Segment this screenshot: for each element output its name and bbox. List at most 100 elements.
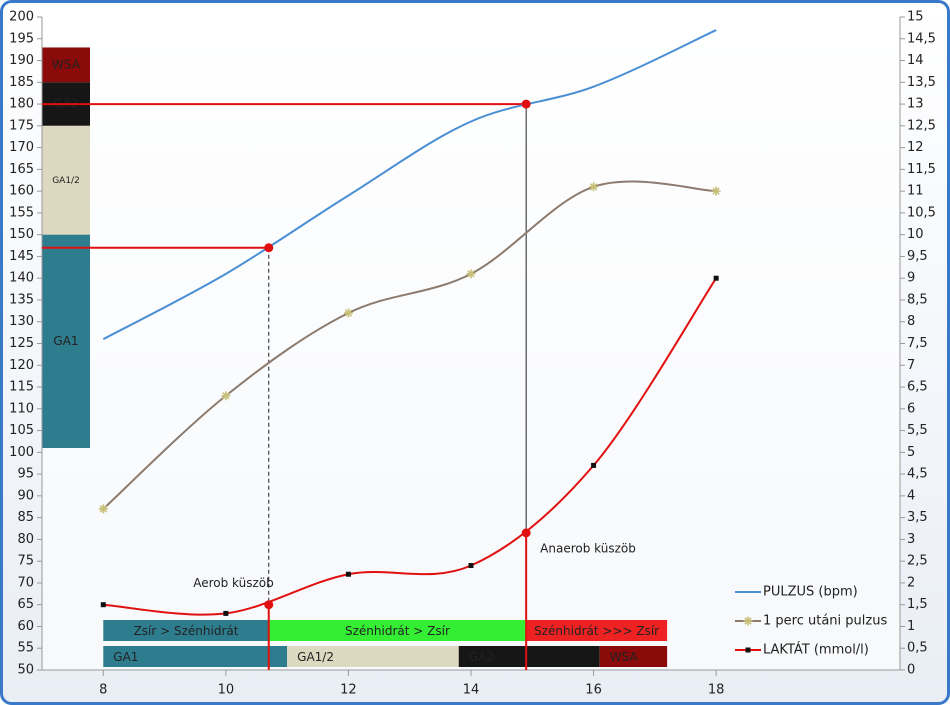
y-tick-label: 160 xyxy=(9,184,34,199)
y2-tick-label: 10,5 xyxy=(907,205,936,220)
legend-marker xyxy=(743,616,753,626)
y2-tick-label: 0,5 xyxy=(907,641,928,656)
y2-tick-label: 4 xyxy=(907,488,915,503)
y2-tick-label: 1 xyxy=(907,619,915,634)
y-tick-label: 95 xyxy=(17,467,34,482)
y2-tick-label: 5 xyxy=(907,445,915,460)
y2-tick-label: 3 xyxy=(907,532,915,547)
band-label: GA2 xyxy=(469,650,494,664)
y2-tick-label: 11 xyxy=(907,184,924,199)
x-tick-label: 8 xyxy=(99,683,107,698)
x-tick-label: 18 xyxy=(708,683,725,698)
band xyxy=(103,646,288,667)
y2-tick-label: 13 xyxy=(907,97,924,112)
y-tick-label: 60 xyxy=(17,619,34,634)
y2-tick-label: 13,5 xyxy=(907,75,936,90)
band xyxy=(103,620,269,641)
y2-tick-label: 12,5 xyxy=(907,118,936,133)
threshold-point xyxy=(264,243,274,253)
y2-tick-label: 14 xyxy=(907,53,924,68)
y-tick-label: 130 xyxy=(9,314,34,329)
y2-tick-label: 7 xyxy=(907,358,915,373)
y-tick-label: 105 xyxy=(9,423,34,438)
marker xyxy=(221,391,231,401)
y-tick-label: 115 xyxy=(9,380,34,395)
marker xyxy=(223,610,229,616)
y-tick-label: 175 xyxy=(9,118,34,133)
x-tick-label: 10 xyxy=(218,683,235,698)
y2-tick-label: 9 xyxy=(907,271,915,286)
line xyxy=(102,29,717,341)
y2-tick-label: 11,5 xyxy=(907,162,936,177)
band-label: Zsír > Szénhidrát xyxy=(134,624,239,638)
y2-tick-label: 15 xyxy=(907,10,924,25)
marker xyxy=(711,186,721,196)
annotation: Anaerob küszöb xyxy=(540,541,636,555)
band xyxy=(526,620,668,641)
y-tick-label: 50 xyxy=(17,663,34,678)
y-tick-label: 150 xyxy=(9,227,34,242)
marker xyxy=(343,308,353,318)
legend-label: LAKTÁT (mmol/l) xyxy=(763,642,869,658)
y2-tick-label: 7,5 xyxy=(907,336,928,351)
threshold-point xyxy=(264,600,274,610)
y-tick-label: 145 xyxy=(9,249,34,264)
zone-label: WSA xyxy=(52,57,81,71)
y-tick-label: 170 xyxy=(9,140,34,155)
y2-tick-label: 8,5 xyxy=(907,292,928,307)
plot-area xyxy=(42,17,900,670)
band-label: Szénhidrát > Zsír xyxy=(345,624,450,638)
y2-tick-label: 6 xyxy=(907,401,915,416)
zone xyxy=(42,47,90,83)
y-tick-label: 140 xyxy=(9,271,34,286)
band-label: WSA xyxy=(610,650,639,664)
y-tick-label: 155 xyxy=(9,205,34,220)
y2-tick-label: 5,5 xyxy=(907,423,928,438)
band-label: GA1/2 xyxy=(297,650,334,664)
y-tick-label: 190 xyxy=(9,53,34,68)
marker xyxy=(100,602,106,608)
band xyxy=(458,646,600,667)
band xyxy=(268,620,527,641)
y2-tick-label: 3,5 xyxy=(907,510,928,525)
line xyxy=(102,180,717,510)
y-tick-label: 70 xyxy=(17,575,34,590)
marker xyxy=(98,504,108,514)
band xyxy=(599,646,668,667)
y-tick-label: 200 xyxy=(9,10,34,25)
y-tick-label: 90 xyxy=(17,488,34,503)
y2-tick-label: 2,5 xyxy=(907,554,928,569)
y-tick-label: 120 xyxy=(9,358,34,373)
band xyxy=(287,646,459,667)
x-tick-label: 14 xyxy=(463,683,480,698)
marker xyxy=(466,269,476,279)
marker xyxy=(713,275,719,281)
y2-tick-label: 12 xyxy=(907,140,924,155)
x-tick-label: 12 xyxy=(340,683,357,698)
y-tick-label: 110 xyxy=(9,401,34,416)
y2-tick-label: 2 xyxy=(907,575,915,590)
band-label: GA1 xyxy=(113,650,138,664)
y-tick-label: 195 xyxy=(9,31,34,46)
legend-marker xyxy=(745,647,751,653)
legend-label: PULZUS (bpm) xyxy=(763,585,858,600)
y-tick-label: 55 xyxy=(17,641,34,656)
y2-tick-label: 6,5 xyxy=(907,380,928,395)
y2-tick-label: 14,5 xyxy=(907,31,936,46)
y2-tick-label: 8 xyxy=(907,314,915,329)
x-tick-label: 16 xyxy=(585,683,602,698)
y2-tick-label: 0 xyxy=(907,663,915,678)
marker xyxy=(345,571,351,577)
zone xyxy=(42,234,90,448)
y2-tick-label: 9,5 xyxy=(907,249,928,264)
marker xyxy=(589,182,599,192)
annotation: Aerob küszöb xyxy=(193,576,274,590)
y-tick-label: 135 xyxy=(9,292,34,307)
marker xyxy=(591,462,597,468)
marker xyxy=(468,563,474,569)
y-tick-label: 100 xyxy=(9,445,34,460)
zone-label: GA1 xyxy=(53,334,78,348)
y-tick-label: 185 xyxy=(9,75,34,90)
y2-tick-label: 1,5 xyxy=(907,597,928,612)
